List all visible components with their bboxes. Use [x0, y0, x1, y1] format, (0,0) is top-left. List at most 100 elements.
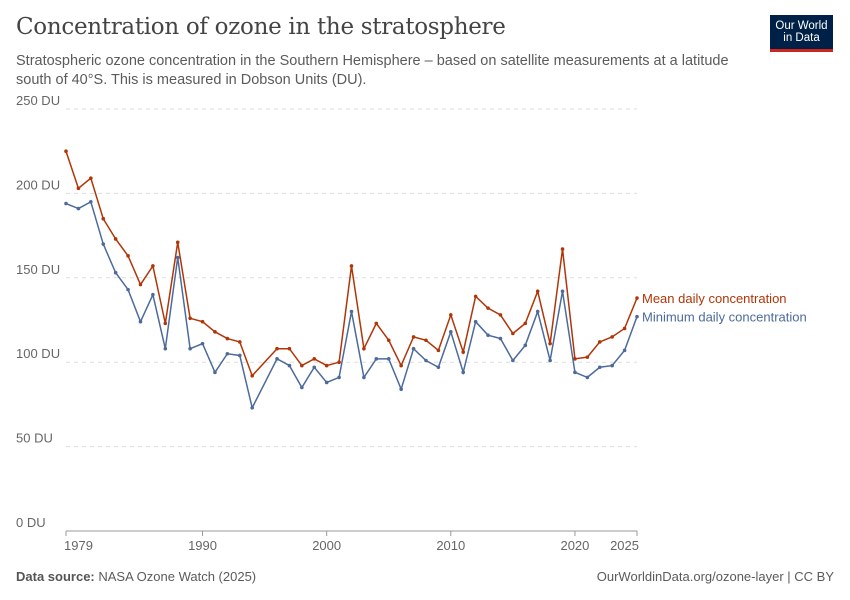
data-point: [76, 186, 81, 191]
data-point: [622, 326, 627, 331]
data-point: [535, 309, 540, 314]
data-point: [151, 292, 155, 297]
data-point: [523, 343, 528, 348]
legend-label: Minimum daily concentration: [642, 310, 807, 325]
data-point: [511, 358, 515, 363]
data-point: [635, 314, 639, 319]
data-point: [200, 341, 205, 346]
credit-link[interactable]: OurWorldinData.org/ozone-layer | CC BY: [596, 569, 834, 584]
data-point: [349, 309, 354, 314]
data-point: [386, 357, 391, 361]
data-point: [287, 346, 292, 351]
data-point: [175, 240, 180, 245]
data-point: [237, 340, 242, 344]
data-point: [113, 237, 118, 241]
data-point: [126, 254, 130, 258]
data-point: [138, 282, 143, 287]
data-point: [498, 313, 503, 317]
y-tick-label: 250 DU: [16, 93, 60, 108]
data-point: [523, 321, 528, 326]
series-line-1: [65, 200, 638, 410]
data-point: [287, 363, 292, 368]
data-point: [374, 357, 379, 361]
data-point: [337, 375, 341, 380]
data-point: [138, 319, 143, 324]
data-point: [535, 289, 540, 294]
data-point: [436, 365, 441, 370]
data-point: [511, 331, 515, 336]
data-point: [250, 405, 254, 410]
chart-title: Concentration of ozone in the stratosphe…: [16, 14, 506, 40]
data-source: Data source: NASA Ozone Watch (2025): [16, 569, 256, 584]
data-point: [597, 340, 602, 344]
data-point: [461, 350, 466, 354]
data-point: [312, 365, 317, 370]
data-point: [498, 336, 503, 341]
data-point: [411, 335, 416, 339]
data-point: [89, 176, 93, 181]
legend-label: Mean daily concentration: [642, 291, 787, 306]
data-point: [386, 338, 391, 343]
data-point: [237, 353, 242, 358]
data-point: [635, 296, 639, 300]
data-point: [349, 264, 354, 268]
data-point: [188, 316, 192, 321]
data-point: [399, 363, 403, 368]
data-point: [486, 306, 490, 310]
data-point: [324, 363, 329, 368]
data-point: [473, 294, 478, 299]
data-point: [560, 289, 565, 294]
data-point: [585, 375, 590, 380]
x-tick-label: 2020: [560, 538, 589, 553]
data-point: [275, 357, 279, 361]
data-point: [597, 365, 602, 370]
data-point: [362, 346, 366, 351]
data-point: [101, 242, 106, 246]
y-tick-label: 200 DU: [16, 177, 60, 192]
data-point: [64, 201, 68, 206]
data-point: [101, 216, 106, 221]
source-label: Data source:: [16, 569, 95, 584]
data-point: [585, 355, 590, 359]
y-tick-label: 0 DU: [16, 515, 46, 530]
data-point: [424, 358, 428, 363]
data-point: [312, 357, 317, 361]
data-point: [573, 357, 577, 361]
data-point: [76, 206, 81, 211]
data-point: [324, 380, 329, 385]
data-point: [188, 346, 192, 351]
data-point: [362, 375, 366, 380]
data-point: [151, 264, 155, 268]
data-point: [163, 321, 168, 326]
data-point: [560, 247, 565, 251]
data-point: [300, 385, 304, 390]
data-point: [411, 346, 416, 351]
y-tick-label: 100 DU: [16, 346, 60, 361]
y-tick-label: 150 DU: [16, 262, 60, 277]
data-point: [225, 336, 230, 341]
x-tick-label: 2000: [312, 538, 341, 553]
data-point: [461, 370, 466, 375]
chart-subtitle: Stratospheric ozone concentration in the…: [16, 53, 729, 88]
x-tick-label: 2025: [610, 538, 639, 553]
data-point: [486, 333, 490, 337]
data-point: [399, 387, 403, 392]
data-point: [300, 363, 304, 368]
x-tick-label: 2010: [436, 538, 465, 553]
data-point: [436, 348, 441, 353]
data-point: [64, 149, 68, 153]
source-link[interactable]: NASA Ozone Watch (2025): [98, 569, 257, 584]
data-point: [449, 313, 453, 317]
data-point: [275, 346, 279, 351]
data-point: [473, 319, 478, 324]
data-point: [610, 335, 614, 339]
owid-logo[interactable]: Our World in Data: [770, 15, 833, 52]
data-point: [250, 373, 254, 378]
data-point: [424, 338, 428, 343]
data-point: [213, 330, 217, 334]
data-point: [610, 363, 614, 368]
data-point: [374, 321, 379, 326]
y-tick-label: 50 DU: [16, 431, 53, 446]
x-tick-label: 1979: [64, 538, 93, 553]
